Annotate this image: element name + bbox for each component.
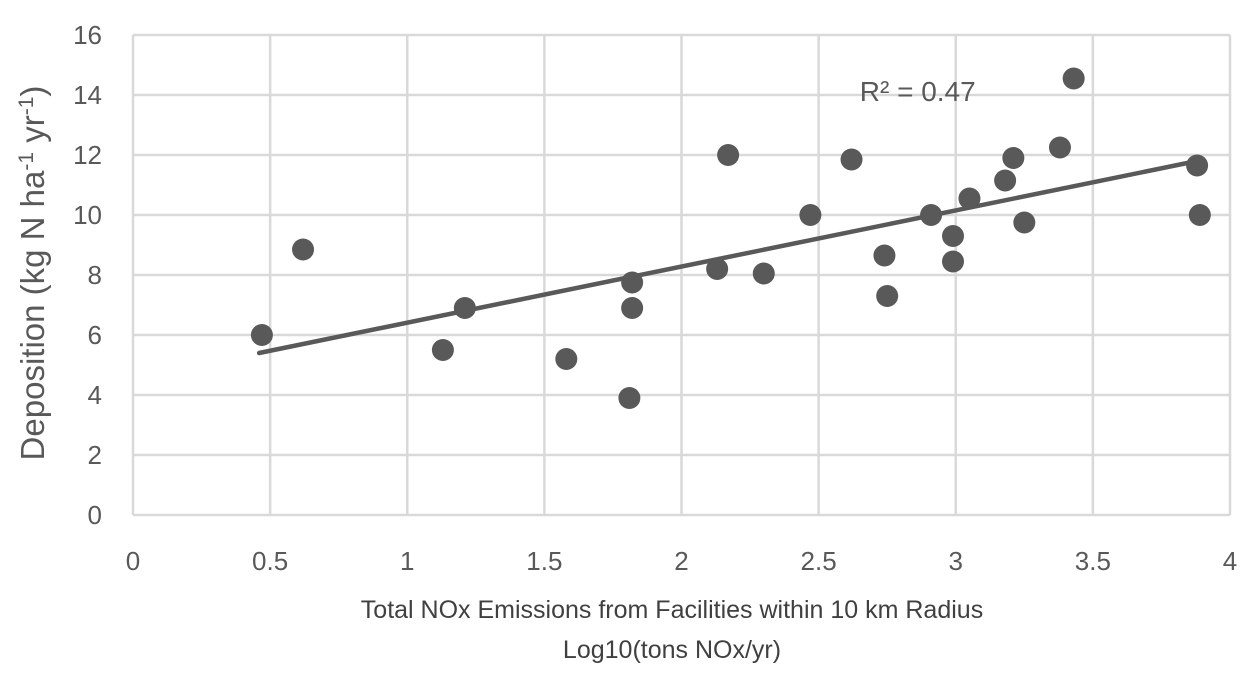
y-tick-label: 2	[88, 440, 102, 470]
data-point	[958, 187, 981, 210]
x-tick-label: 0.5	[252, 546, 288, 576]
data-point	[752, 262, 775, 285]
data-point	[876, 285, 899, 307]
y-axis-title-sup2: -1	[15, 97, 38, 116]
x-tick-labels: 0 0.5 1 1.5 2 2.5 3 3.5 4	[126, 546, 1237, 576]
y-axis-title-sup1: -1	[15, 152, 38, 171]
data-point	[453, 297, 476, 319]
x-tick-label: 3	[949, 546, 963, 576]
data-point	[717, 144, 740, 166]
x-tick-label: 2.5	[801, 546, 837, 576]
data-point	[1062, 67, 1085, 90]
x-tick-label: 3.5	[1075, 546, 1111, 576]
y-axis-title-suffix: )	[14, 86, 51, 97]
data-point	[840, 148, 863, 171]
data-point	[1002, 147, 1025, 169]
data-point	[1188, 204, 1211, 226]
data-point	[1013, 211, 1036, 234]
y-tick-label: 14	[73, 80, 102, 110]
x-tick-label: 2	[674, 546, 688, 576]
trendline	[256, 158, 1200, 356]
data-point	[942, 250, 965, 273]
data-point	[994, 169, 1017, 192]
y-tick-label: 12	[73, 140, 102, 170]
data-point	[799, 204, 822, 226]
data-point	[873, 244, 896, 267]
data-point	[431, 339, 454, 361]
y-tick-label: 16	[73, 20, 102, 50]
y-tick-label: 4	[88, 380, 102, 410]
x-tick-label: 0	[126, 546, 140, 576]
data-point	[555, 348, 578, 370]
y-tick-labels: 0 2 4 6 8 10 12 14 16	[73, 20, 102, 530]
x-tick-label: 1.5	[526, 546, 562, 576]
x-axis-title-line1: Total NOx Emissions from Facilities with…	[361, 596, 983, 624]
y-axis-title-middle: yr	[14, 115, 51, 152]
y-tick-label: 10	[73, 200, 102, 230]
data-point	[942, 225, 965, 247]
data-point	[292, 238, 315, 261]
x-tick-label: 4	[1223, 546, 1237, 576]
data-point	[618, 387, 641, 409]
data-points	[250, 67, 1211, 409]
y-axis-title: Deposition (kg N ha-1 yr-1)	[14, 86, 51, 461]
data-point	[621, 297, 644, 319]
y-axis-title-prefix: Deposition (kg N ha	[14, 170, 51, 460]
y-tick-label: 8	[88, 260, 102, 290]
data-point	[920, 204, 943, 226]
data-point	[1186, 154, 1209, 177]
data-point	[706, 258, 729, 280]
r-squared-annotation: R² = 0.47	[860, 76, 976, 107]
y-tick-label: 0	[88, 500, 102, 530]
data-point	[250, 324, 273, 346]
y-tick-label: 6	[88, 320, 102, 350]
x-tick-label: 1	[400, 546, 414, 576]
x-axis-title-line2: Log10(tons NOx/yr)	[563, 636, 781, 664]
x-gridlines	[131, 35, 1232, 515]
data-point	[621, 271, 644, 294]
data-point	[1048, 136, 1071, 159]
